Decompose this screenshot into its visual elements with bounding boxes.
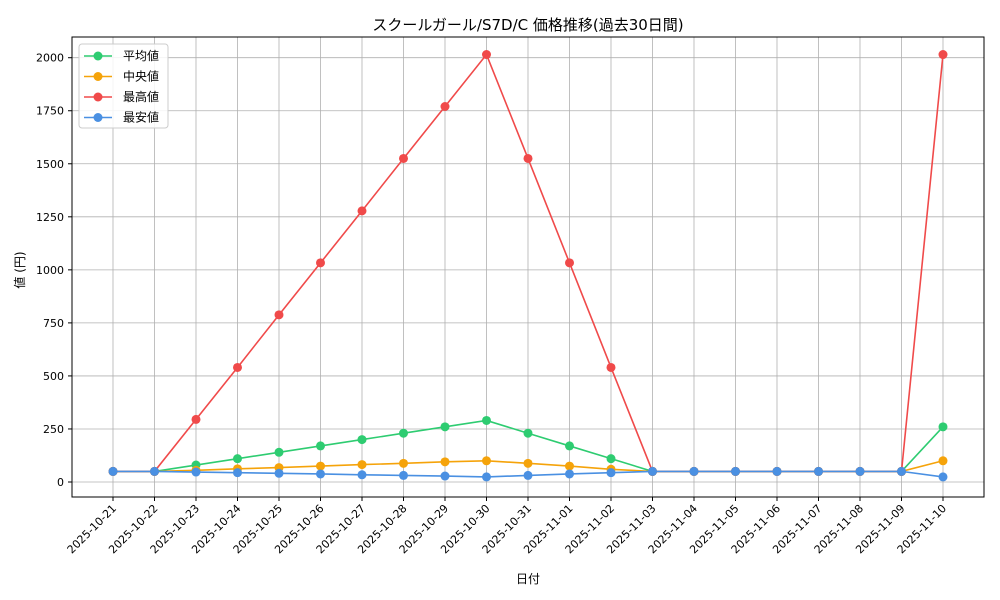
legend-marker bbox=[93, 113, 103, 122]
data-point bbox=[233, 454, 242, 464]
data-point bbox=[191, 414, 201, 424]
data-point bbox=[482, 472, 491, 482]
data-point bbox=[565, 441, 574, 451]
legend-box bbox=[78, 43, 169, 129]
y-tick-label: 0 bbox=[57, 476, 64, 489]
data-point bbox=[814, 466, 823, 476]
data-point bbox=[565, 461, 574, 471]
data-point bbox=[938, 422, 948, 432]
data-point bbox=[523, 458, 533, 468]
data-point bbox=[357, 470, 367, 480]
y-tick-label: 1250 bbox=[36, 211, 64, 224]
data-point bbox=[938, 50, 948, 60]
y-tick-label: 1000 bbox=[36, 264, 64, 277]
data-point bbox=[316, 461, 325, 471]
legend-label: 平均値 bbox=[123, 48, 159, 63]
data-point bbox=[648, 466, 657, 476]
data-point bbox=[316, 469, 325, 479]
y-tick-label: 500 bbox=[43, 370, 64, 383]
data-point bbox=[440, 457, 450, 467]
x-axis: 2025-10-212025-10-222025-10-232025-10-24… bbox=[65, 497, 949, 556]
data-point bbox=[565, 258, 574, 268]
data-point bbox=[772, 466, 782, 476]
data-point bbox=[399, 428, 408, 438]
data-point bbox=[523, 428, 533, 438]
data-point bbox=[440, 471, 450, 481]
data-point bbox=[274, 468, 284, 478]
data-point bbox=[108, 466, 118, 476]
data-point bbox=[357, 435, 367, 445]
data-point bbox=[482, 456, 491, 466]
data-point bbox=[523, 153, 533, 163]
data-point bbox=[357, 460, 367, 470]
legend-label: 中央値 bbox=[123, 69, 159, 84]
data-point bbox=[399, 153, 408, 163]
data-point bbox=[938, 472, 948, 482]
data-point bbox=[689, 466, 699, 476]
data-point bbox=[274, 447, 284, 457]
data-point bbox=[606, 454, 616, 464]
data-point bbox=[897, 466, 906, 476]
legend-marker bbox=[93, 72, 103, 81]
data-point bbox=[731, 466, 740, 476]
y-tick-label: 1750 bbox=[36, 105, 64, 118]
series-group bbox=[108, 50, 948, 482]
data-point bbox=[399, 470, 408, 480]
data-point bbox=[316, 441, 325, 451]
data-point bbox=[606, 468, 616, 478]
y-tick-label: 2000 bbox=[36, 52, 64, 65]
data-point bbox=[523, 470, 533, 480]
data-point bbox=[440, 422, 450, 432]
data-point bbox=[855, 466, 865, 476]
data-point bbox=[233, 468, 242, 478]
data-point bbox=[316, 258, 325, 268]
legend-marker bbox=[93, 92, 103, 102]
data-point bbox=[565, 469, 574, 479]
x-axis-label: 日付 bbox=[516, 572, 540, 586]
y-tick-label: 1500 bbox=[36, 158, 64, 171]
grid bbox=[72, 37, 984, 497]
data-point bbox=[150, 466, 159, 476]
legend-label: 最安値 bbox=[123, 110, 159, 125]
data-point bbox=[440, 101, 450, 111]
y-axis: 0 250 500 750 1000 1250 1500 1750 2000 bbox=[36, 52, 72, 489]
y-tick-label: 250 bbox=[43, 423, 64, 436]
data-point bbox=[399, 458, 408, 468]
legend-label: 最高値 bbox=[123, 89, 159, 104]
y-tick-label: 750 bbox=[43, 317, 64, 330]
chart-title: スクールガール/S7D/C 価格推移(過去30日間) bbox=[372, 16, 683, 34]
data-point bbox=[274, 310, 284, 320]
data-point bbox=[233, 362, 242, 372]
data-point bbox=[191, 467, 201, 477]
data-point bbox=[357, 206, 367, 216]
y-axis-label: 値 (円) bbox=[12, 251, 27, 288]
data-point bbox=[482, 415, 491, 425]
legend-marker bbox=[93, 51, 103, 61]
data-point bbox=[606, 362, 616, 372]
data-point bbox=[482, 50, 491, 60]
data-point bbox=[938, 456, 948, 466]
